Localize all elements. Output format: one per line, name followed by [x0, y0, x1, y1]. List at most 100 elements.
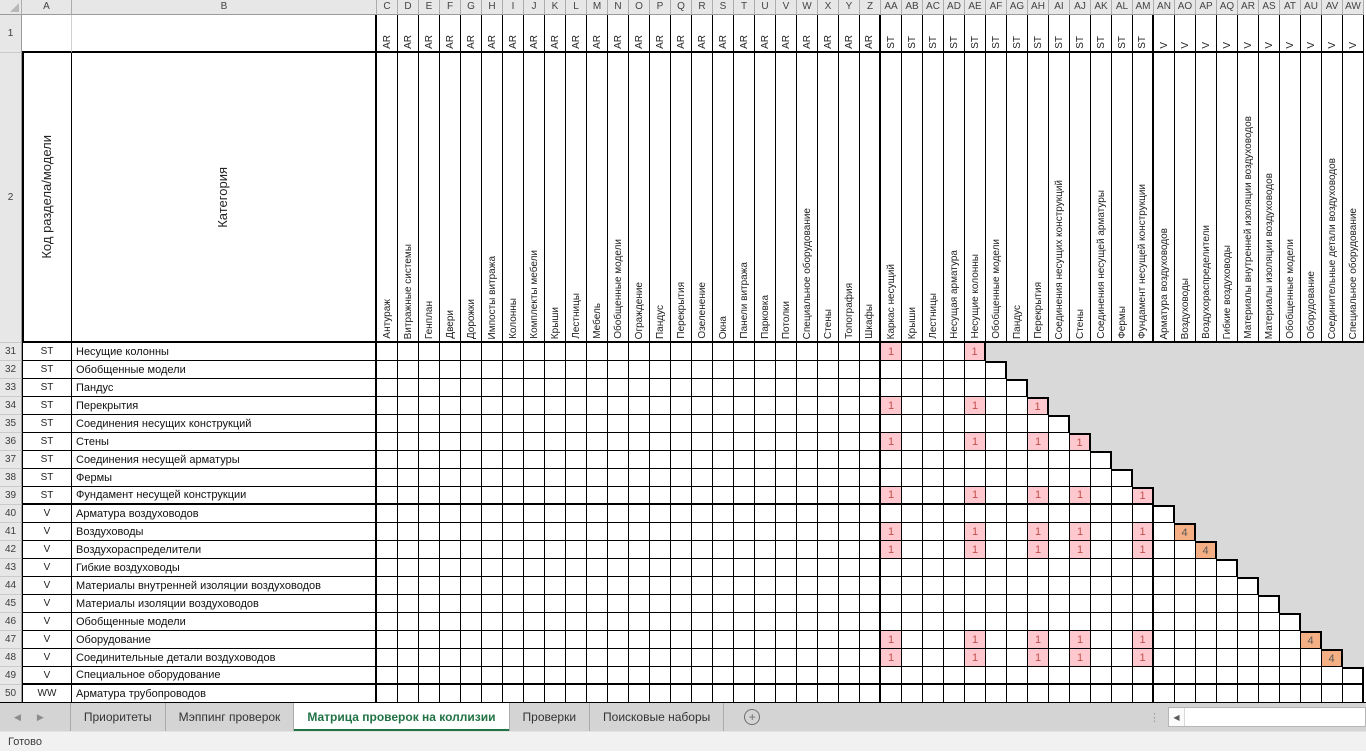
- cell-I44[interactable]: [503, 577, 524, 595]
- cell-Y31[interactable]: [839, 343, 860, 361]
- cell-AS48[interactable]: [1259, 649, 1280, 667]
- cell-AM41[interactable]: 1: [1133, 523, 1154, 541]
- row-header-2[interactable]: 2: [0, 53, 22, 343]
- cell-AJ31[interactable]: [1070, 343, 1091, 361]
- cell-AW47[interactable]: [1343, 631, 1364, 649]
- cell-X49[interactable]: [818, 667, 839, 685]
- column-header-AS[interactable]: AS: [1259, 0, 1280, 15]
- cell-B47[interactable]: Оборудование: [72, 631, 377, 649]
- cell-E43[interactable]: [419, 559, 440, 577]
- cell-D40[interactable]: [398, 505, 419, 523]
- cell-Y44[interactable]: [839, 577, 860, 595]
- cell-X31[interactable]: [818, 343, 839, 361]
- cell-AP43[interactable]: [1196, 559, 1217, 577]
- cell-X46[interactable]: [818, 613, 839, 631]
- cell-AK45[interactable]: [1091, 595, 1112, 613]
- cell-Y1[interactable]: AR: [839, 15, 860, 53]
- cell-U48[interactable]: [755, 649, 776, 667]
- cell-D31[interactable]: [398, 343, 419, 361]
- cell-AS43[interactable]: [1259, 559, 1280, 577]
- cell-AR2[interactable]: Материалы внутренней изоляции воздуховод…: [1238, 53, 1259, 343]
- cell-X45[interactable]: [818, 595, 839, 613]
- cell-AG41[interactable]: [1007, 523, 1028, 541]
- cell-AI41[interactable]: [1049, 523, 1070, 541]
- cell-H49[interactable]: [482, 667, 503, 685]
- cell-AM39[interactable]: 1: [1133, 487, 1154, 505]
- cell-AD42[interactable]: [944, 541, 965, 559]
- cell-AW50[interactable]: [1343, 685, 1364, 702]
- cell-V33[interactable]: [776, 379, 797, 397]
- cell-AI47[interactable]: [1049, 631, 1070, 649]
- cell-F32[interactable]: [440, 361, 461, 379]
- cell-AI37[interactable]: [1049, 451, 1070, 469]
- cell-X38[interactable]: [818, 469, 839, 487]
- cell-AH38[interactable]: [1028, 469, 1049, 487]
- cell-AE37[interactable]: [965, 451, 986, 469]
- cell-AP33[interactable]: [1196, 379, 1217, 397]
- cell-R42[interactable]: [692, 541, 713, 559]
- cell-I38[interactable]: [503, 469, 524, 487]
- cell-P42[interactable]: [650, 541, 671, 559]
- cell-AB41[interactable]: [902, 523, 923, 541]
- cell-K38[interactable]: [545, 469, 566, 487]
- cell-I2[interactable]: Колонны: [503, 53, 524, 343]
- cell-Z2[interactable]: Шкафы: [860, 53, 881, 343]
- cell-AS42[interactable]: [1259, 541, 1280, 559]
- cell-F1[interactable]: AR: [440, 15, 461, 53]
- cell-T37[interactable]: [734, 451, 755, 469]
- cell-F33[interactable]: [440, 379, 461, 397]
- cell-AU39[interactable]: [1301, 487, 1322, 505]
- cell-Z40[interactable]: [860, 505, 881, 523]
- cell-E44[interactable]: [419, 577, 440, 595]
- cell-P39[interactable]: [650, 487, 671, 505]
- cell-N42[interactable]: [608, 541, 629, 559]
- cell-AW46[interactable]: [1343, 613, 1364, 631]
- cell-R41[interactable]: [692, 523, 713, 541]
- cell-AR32[interactable]: [1238, 361, 1259, 379]
- sheet-tab-4[interactable]: Поисковые наборы: [590, 703, 725, 731]
- cell-L1[interactable]: AR: [566, 15, 587, 53]
- cell-AW39[interactable]: [1343, 487, 1364, 505]
- cell-AW32[interactable]: [1343, 361, 1364, 379]
- cell-AR35[interactable]: [1238, 415, 1259, 433]
- cell-S1[interactable]: AR: [713, 15, 734, 53]
- cell-A33[interactable]: ST: [22, 379, 72, 397]
- cell-AV46[interactable]: [1322, 613, 1343, 631]
- cell-AK39[interactable]: [1091, 487, 1112, 505]
- cell-W34[interactable]: [797, 397, 818, 415]
- cell-V39[interactable]: [776, 487, 797, 505]
- cell-K42[interactable]: [545, 541, 566, 559]
- cell-X35[interactable]: [818, 415, 839, 433]
- cell-AN47[interactable]: [1154, 631, 1175, 649]
- cell-AJ34[interactable]: [1070, 397, 1091, 415]
- cell-AV49[interactable]: [1322, 667, 1343, 685]
- cell-AA37[interactable]: [881, 451, 902, 469]
- cell-AB49[interactable]: [902, 667, 923, 685]
- cell-A34[interactable]: ST: [22, 397, 72, 415]
- column-header-AC[interactable]: AC: [923, 0, 944, 15]
- cell-AR49[interactable]: [1238, 667, 1259, 685]
- column-header-AH[interactable]: AH: [1028, 0, 1049, 15]
- cell-N34[interactable]: [608, 397, 629, 415]
- cell-AO32[interactable]: [1175, 361, 1196, 379]
- cell-Q41[interactable]: [671, 523, 692, 541]
- cell-T2[interactable]: Панели витража: [734, 53, 755, 343]
- cell-AT50[interactable]: [1280, 685, 1301, 702]
- cell-W47[interactable]: [797, 631, 818, 649]
- cell-X2[interactable]: Стены: [818, 53, 839, 343]
- cell-R38[interactable]: [692, 469, 713, 487]
- cell-AQ48[interactable]: [1217, 649, 1238, 667]
- cell-O49[interactable]: [629, 667, 650, 685]
- column-header-Q[interactable]: Q: [671, 0, 692, 15]
- column-header-F[interactable]: F: [440, 0, 461, 15]
- cell-AN38[interactable]: [1154, 469, 1175, 487]
- cell-AW34[interactable]: [1343, 397, 1364, 415]
- cell-AV35[interactable]: [1322, 415, 1343, 433]
- cell-AC40[interactable]: [923, 505, 944, 523]
- cell-C1[interactable]: AR: [377, 15, 398, 53]
- cell-V47[interactable]: [776, 631, 797, 649]
- cell-Z37[interactable]: [860, 451, 881, 469]
- cell-J41[interactable]: [524, 523, 545, 541]
- cell-V43[interactable]: [776, 559, 797, 577]
- column-header-AO[interactable]: AO: [1175, 0, 1196, 15]
